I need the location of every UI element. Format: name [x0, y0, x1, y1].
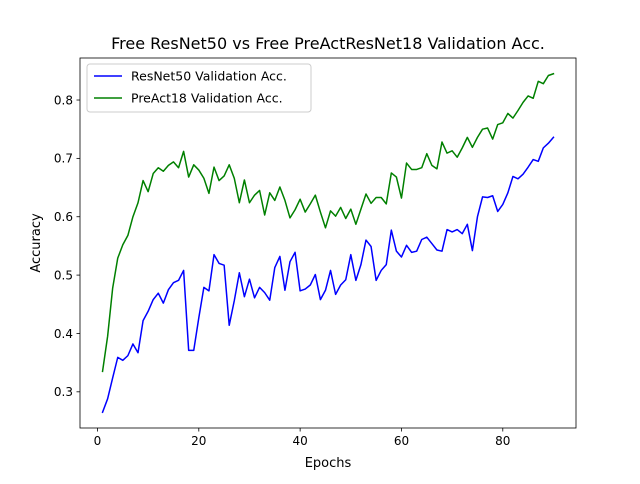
- y-tick-label: 0.5: [54, 268, 73, 282]
- y-axis-label: Accuracy: [29, 213, 44, 273]
- series-line-resnet50: [101, 136, 555, 414]
- plot-area: [80, 58, 576, 428]
- x-tick-label: 40: [292, 434, 307, 448]
- y-axis-ticks: 0.3 0.4 0.5 0.6 0.7 0.8: [54, 93, 80, 399]
- series-layer: [101, 72, 555, 414]
- x-tick-label: 0: [94, 434, 102, 448]
- legend-frame: [86, 63, 312, 113]
- x-axis-label: Epochs: [305, 456, 352, 471]
- axes-background: [80, 58, 576, 428]
- legend-label-preact18: PreAct18 Validation Acc.: [131, 91, 283, 106]
- series-line-preact18: [101, 72, 555, 373]
- x-axis-ticks: 0 20 40 60 80: [94, 428, 510, 448]
- y-tick-label: 0.8: [54, 93, 73, 107]
- y-tick-label: 0.3: [54, 385, 73, 399]
- legend-label-resnet50: ResNet50 Validation Acc.: [131, 69, 287, 84]
- y-tick-label: 0.6: [54, 210, 73, 224]
- y-tick-label: 0.7: [54, 152, 73, 166]
- x-tick-label: 60: [394, 434, 409, 448]
- legend: ResNet50 Validation Acc. PreAct18 Valida…: [86, 63, 312, 113]
- chart-title: Free ResNet50 vs Free PreActResNet18 Val…: [111, 34, 545, 53]
- x-tick-label: 20: [191, 434, 206, 448]
- x-tick-label: 80: [495, 434, 510, 448]
- y-tick-label: 0.4: [54, 327, 73, 341]
- axes-frame: [79, 57, 577, 429]
